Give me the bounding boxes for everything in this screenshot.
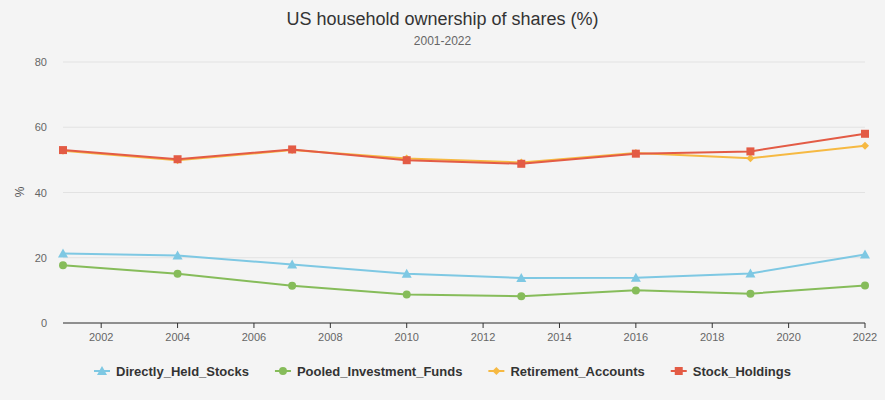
legend-item: Directly_Held_Stocks [94, 364, 249, 379]
grid-line [63, 62, 865, 63]
grid-line [63, 257, 865, 258]
data-point [174, 156, 182, 164]
legend-marker [279, 367, 287, 375]
data-point [403, 156, 411, 164]
x-tick [177, 323, 178, 328]
x-tick-label: 2020 [776, 331, 800, 343]
y-tick-label: 20 [35, 252, 47, 264]
grid-line [63, 192, 865, 193]
data-point [59, 147, 67, 155]
x-tick-label: 2004 [165, 331, 189, 343]
legend-label: Retirement_Accounts [510, 364, 644, 379]
data-point [517, 292, 525, 300]
x-axis [63, 323, 865, 324]
data-point [402, 269, 412, 278]
x-tick [635, 323, 636, 328]
data-point [288, 146, 296, 154]
data-point [59, 261, 67, 269]
y-tick-label: 0 [41, 317, 47, 329]
data-point [632, 149, 640, 157]
data-point [632, 286, 640, 294]
data-point [861, 130, 869, 138]
data-point [174, 155, 182, 163]
x-tick [406, 323, 407, 328]
x-tick-label: 2006 [242, 331, 266, 343]
plot-area [58, 130, 870, 300]
data-point [287, 260, 297, 269]
legend-label: Stock_Holdings [693, 364, 791, 379]
x-tick-label: 2018 [700, 331, 724, 343]
data-point [173, 250, 183, 259]
data-point [288, 145, 296, 153]
legend-item: Stock_Holdings [671, 364, 791, 379]
data-point [516, 273, 526, 282]
data-point [861, 281, 869, 289]
chart: US household ownership of shares (%) 2001… [0, 0, 885, 400]
x-tick [483, 323, 484, 328]
grid-line [63, 127, 865, 128]
data-point [58, 249, 68, 258]
x-tick [253, 323, 254, 328]
y-axis-label: % [13, 186, 27, 197]
data-point [517, 160, 525, 168]
data-point [746, 154, 754, 162]
legend: Directly_Held_Stocks Pooled_Investment_Fu… [94, 364, 791, 379]
legend-marker [675, 367, 683, 375]
data-point [631, 273, 641, 282]
data-point [174, 270, 182, 278]
data-point [632, 150, 640, 158]
x-tick-label: 2014 [547, 331, 571, 343]
x-tick-label: 2002 [89, 331, 113, 343]
data-point [860, 249, 870, 258]
background [0, 0, 885, 400]
legend-marker [97, 366, 107, 375]
data-point [861, 142, 869, 150]
data-point [746, 147, 754, 155]
legend-item: Pooled_Investment_Funds [275, 364, 462, 379]
grid-line [63, 323, 865, 324]
legend-label: Directly_Held_Stocks [116, 364, 249, 379]
x-tick [101, 323, 102, 328]
x-tick [865, 323, 866, 328]
series-line [63, 134, 865, 164]
data-point [403, 291, 411, 299]
x-tick-label: 2008 [318, 331, 342, 343]
x-tick-label: 2016 [624, 331, 648, 343]
x-tick [788, 323, 789, 328]
data-point [288, 282, 296, 290]
y-tick-label: 80 [35, 56, 47, 68]
x-tick [330, 323, 331, 328]
x-tick-label: 2022 [853, 331, 877, 343]
data-point [59, 146, 67, 154]
legend-marker [492, 367, 500, 375]
y-tick-label: 60 [35, 121, 47, 133]
x-tick [712, 323, 713, 328]
series-line [63, 265, 865, 296]
legend-label: Pooled_Investment_Funds [297, 364, 462, 379]
legend-item: Retirement_Accounts [488, 364, 644, 379]
y-tick-label: 40 [35, 187, 47, 199]
x-tick-label: 2012 [471, 331, 495, 343]
title: US household ownership of shares (%) [286, 9, 598, 29]
data-point [746, 290, 754, 298]
subtitle: 2001-2022 [414, 34, 472, 48]
series-line [63, 146, 865, 163]
x-tick [559, 323, 560, 328]
data-point [745, 268, 755, 277]
x-tick-label: 2010 [394, 331, 418, 343]
